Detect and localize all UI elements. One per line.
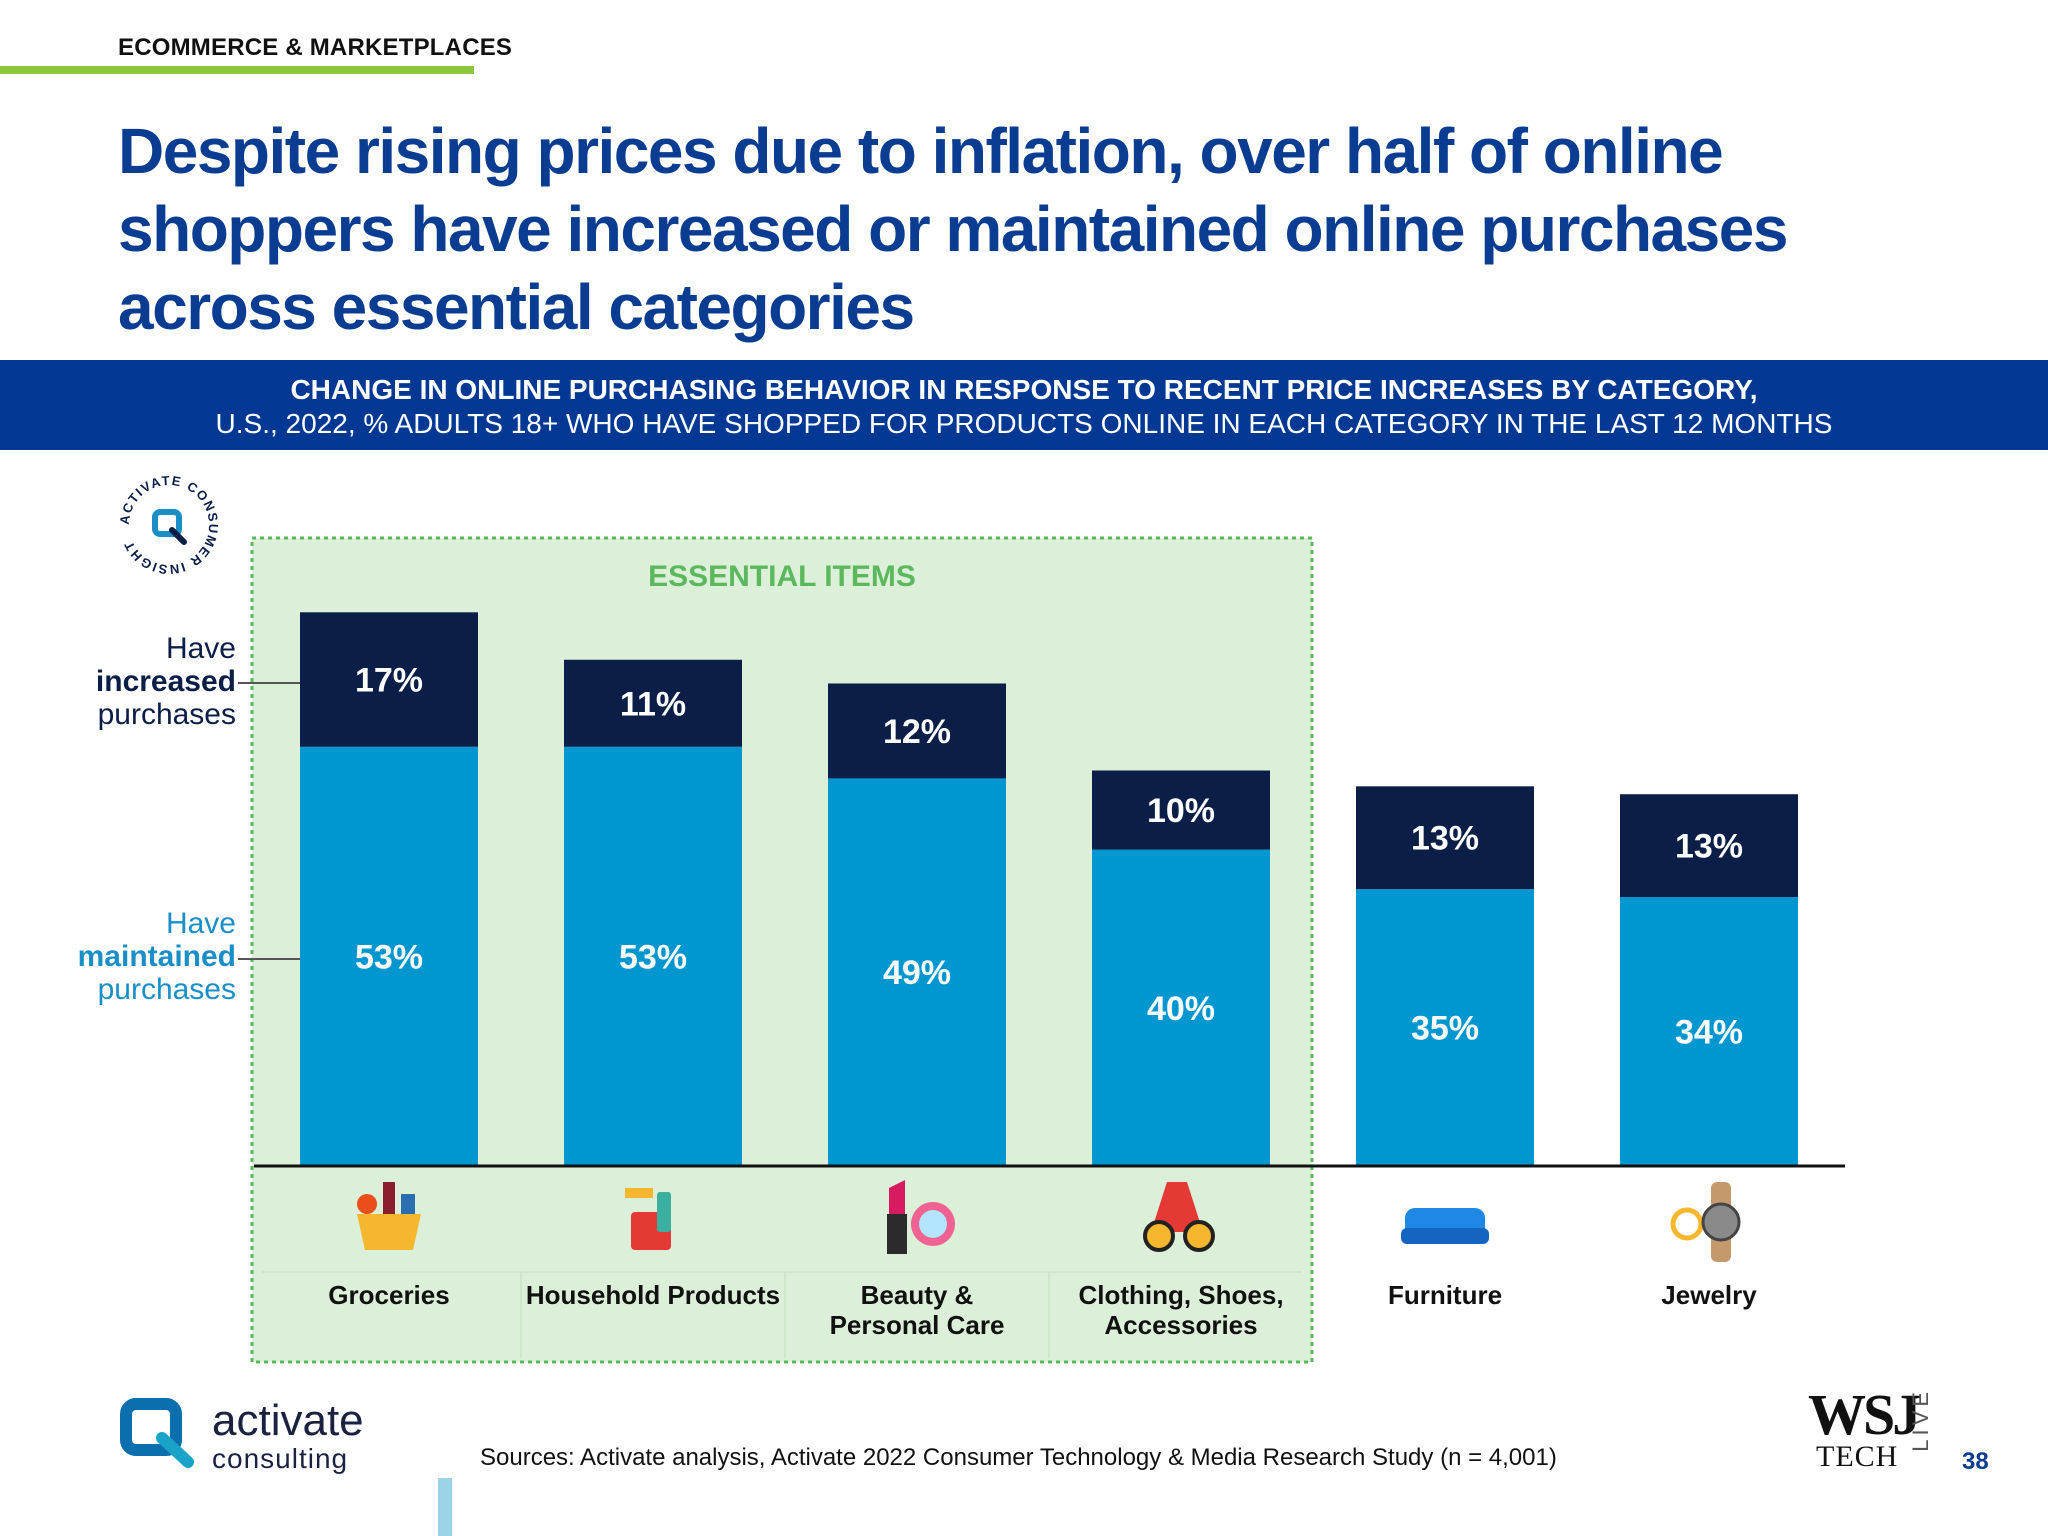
- sponge-shape: [625, 1188, 653, 1198]
- data-label-maintained: 49%: [883, 954, 951, 992]
- data-label-increased: 11%: [620, 685, 686, 723]
- sunglasses-right: [1183, 1220, 1215, 1252]
- data-label-increased: 17%: [355, 662, 423, 700]
- legend-increased-pre: Have: [165, 632, 236, 665]
- footer-accent-bar: [438, 1478, 452, 1536]
- legend-maintained-pre: Have: [165, 907, 236, 940]
- bar-increased: [564, 659, 742, 747]
- spray-bottle-shape: [657, 1192, 671, 1232]
- footer-brand: activate: [212, 1396, 364, 1445]
- watch-ring-icon: [1670, 1182, 1741, 1262]
- legend-maintained: Have maintained purchases: [78, 907, 236, 1006]
- legend-maintained-post: purchases: [97, 973, 236, 1006]
- consumer-insight-seal: ACTIVATE CONSUMER INSIGHT: [117, 473, 220, 577]
- lipstick-compact-icon: [887, 1180, 955, 1254]
- headline: Despite rising prices due to inflation, …: [118, 115, 1788, 343]
- bar-maintained: [564, 746, 742, 1166]
- data-label-increased: 13%: [1675, 828, 1743, 866]
- legend-increased: Have increased purchases: [96, 632, 236, 731]
- wsj-logo: WSJ: [1808, 1382, 1921, 1447]
- data-label-maintained: 34%: [1675, 1014, 1743, 1052]
- category-label: Jewelry: [1661, 1280, 1757, 1310]
- bar-maintained: [300, 746, 478, 1166]
- category-label: Furniture: [1388, 1280, 1502, 1310]
- bottle-shape: [383, 1182, 395, 1214]
- section-label: ECOMMERCE & MARKETPLACES: [118, 34, 513, 61]
- bar-increased: [1356, 786, 1534, 890]
- wsj-live: LIVE: [1908, 1388, 1933, 1452]
- data-label-maintained: 53%: [355, 938, 423, 976]
- data-label-maintained: 40%: [1147, 990, 1215, 1028]
- section-rule: [0, 66, 474, 74]
- category-label: Household Products: [526, 1280, 780, 1310]
- footer-brand-sub: consulting: [212, 1443, 349, 1474]
- dress-shape: [1151, 1182, 1203, 1232]
- sofa-seat: [1401, 1228, 1489, 1244]
- ring-shape: [1670, 1207, 1704, 1241]
- bar-maintained: [1620, 897, 1798, 1166]
- chart-title: CHANGE IN ONLINE PURCHASING BEHAVIOR IN …: [290, 374, 1758, 405]
- legend-increased-strong: increased: [95, 665, 236, 698]
- sunglasses-left: [1143, 1220, 1175, 1252]
- sources: Sources: Activate analysis, Activate 202…: [480, 1444, 1557, 1471]
- tomato-shape: [357, 1194, 377, 1214]
- chart-subtitle: U.S., 2022, % ADULTS 18+ WHO HAVE SHOPPE…: [215, 408, 1833, 439]
- bar-increased: [828, 683, 1006, 779]
- bar-increased: [1620, 794, 1798, 898]
- data-label-maintained: 53%: [619, 938, 687, 976]
- essential-items-label: ESSENTIAL ITEMS: [648, 560, 916, 593]
- bar-maintained: [1356, 889, 1534, 1166]
- cleaning-supplies-icon: [625, 1188, 671, 1250]
- legend-maintained-strong: maintained: [77, 940, 236, 973]
- data-label-increased: 10%: [1147, 792, 1215, 830]
- bar-maintained: [828, 778, 1006, 1166]
- page-number: 38: [1962, 1448, 1989, 1475]
- data-label-maintained: 35%: [1411, 1010, 1479, 1048]
- bar-maintained: [1092, 849, 1270, 1166]
- dress-sunglasses-icon: [1143, 1182, 1215, 1252]
- can-shape: [401, 1194, 415, 1214]
- bar-increased: [1092, 770, 1270, 850]
- watch-face: [1701, 1202, 1741, 1242]
- activate-logo-icon: [120, 1398, 194, 1468]
- activate-logo-icon: [152, 509, 187, 545]
- category-label: Groceries: [328, 1280, 449, 1310]
- wsj-tech: TECH: [1816, 1440, 1899, 1473]
- grocery-basket-icon: [357, 1182, 421, 1250]
- legend-increased-post: purchases: [97, 698, 236, 731]
- bar-increased: [300, 612, 478, 747]
- category-label: Personal Care: [830, 1310, 1005, 1340]
- sofa-icon: [1401, 1208, 1489, 1244]
- category-label: Beauty &: [861, 1280, 974, 1310]
- category-label: Clothing, Shoes,: [1078, 1280, 1283, 1310]
- basket-shape: [357, 1214, 421, 1250]
- compact-mirror: [919, 1210, 947, 1238]
- data-label-increased: 12%: [883, 713, 951, 751]
- chart-banner: CHANGE IN ONLINE PURCHASING BEHAVIOR IN …: [0, 360, 2048, 450]
- category-label: Accessories: [1104, 1310, 1257, 1340]
- lipstick-base: [887, 1214, 907, 1254]
- data-label-increased: 13%: [1411, 820, 1479, 858]
- lipstick-tip: [889, 1180, 905, 1214]
